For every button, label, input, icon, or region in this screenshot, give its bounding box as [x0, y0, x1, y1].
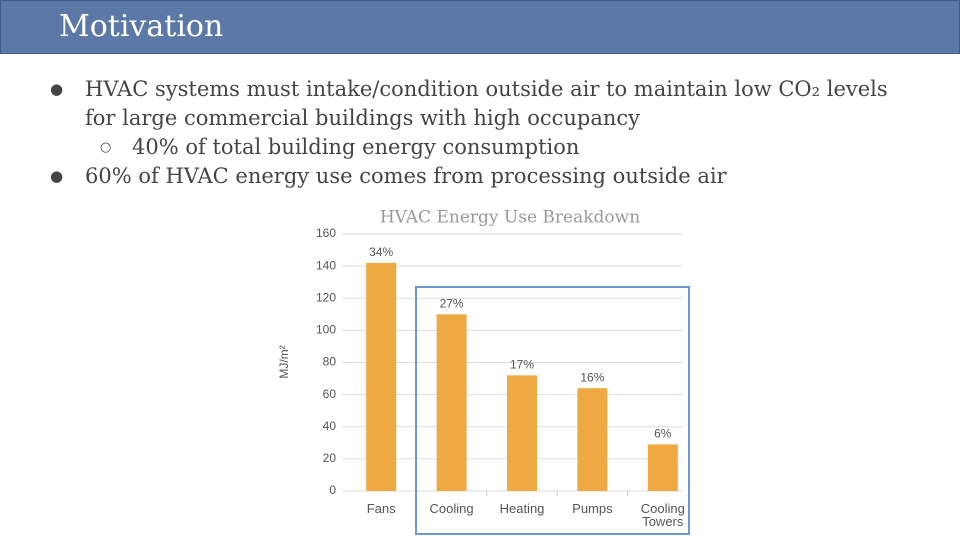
bar-share-label: 27% — [440, 296, 464, 310]
bar — [577, 388, 608, 491]
bullet-dot: ● — [50, 80, 64, 98]
bar — [647, 444, 678, 491]
bar-share-label: 17% — [510, 358, 534, 372]
bullet-text: HVAC systems must intake/condition outsi… — [85, 77, 888, 130]
x-tick-label: Fans — [366, 501, 396, 516]
header-bar: Motivation — [0, 0, 960, 54]
bullet-text: 60% of HVAC energy use comes from proces… — [85, 164, 727, 188]
y-tick-label: 40 — [323, 419, 337, 433]
bar — [507, 375, 537, 491]
sub-bullet-dot: ○ — [100, 140, 112, 155]
bar — [436, 314, 467, 491]
x-tick-label: Cooling Towers — [640, 501, 685, 529]
bullet-dot: ● — [50, 167, 64, 185]
bar-share-label: 34% — [369, 245, 393, 259]
y-tick-label: 100 — [316, 323, 336, 337]
sub-bullet-text: 40% of total building energy consumption — [132, 135, 580, 159]
y-tick-label: 120 — [316, 290, 336, 304]
highlight-box — [415, 286, 690, 535]
x-tick-label: Pumps — [572, 501, 613, 516]
y-tick-label: 20 — [323, 451, 337, 465]
slide-title: Motivation — [59, 9, 224, 44]
bar-share-label: 6% — [654, 427, 672, 441]
y-tick-label: 160 — [316, 226, 336, 240]
y-tick-label: 0 — [329, 483, 336, 497]
bar — [366, 262, 397, 491]
bar-share-label: 16% — [580, 370, 604, 384]
x-tick-label: Cooling — [429, 501, 474, 516]
y-tick-label: 60 — [323, 387, 337, 401]
y-axis-label: MJ/m² — [277, 345, 291, 378]
chart-title: HVAC Energy Use Breakdown — [380, 208, 640, 228]
y-tick-label: 80 — [323, 355, 337, 369]
x-tick-label: Heating — [499, 501, 545, 516]
y-tick-label: 140 — [316, 258, 336, 272]
